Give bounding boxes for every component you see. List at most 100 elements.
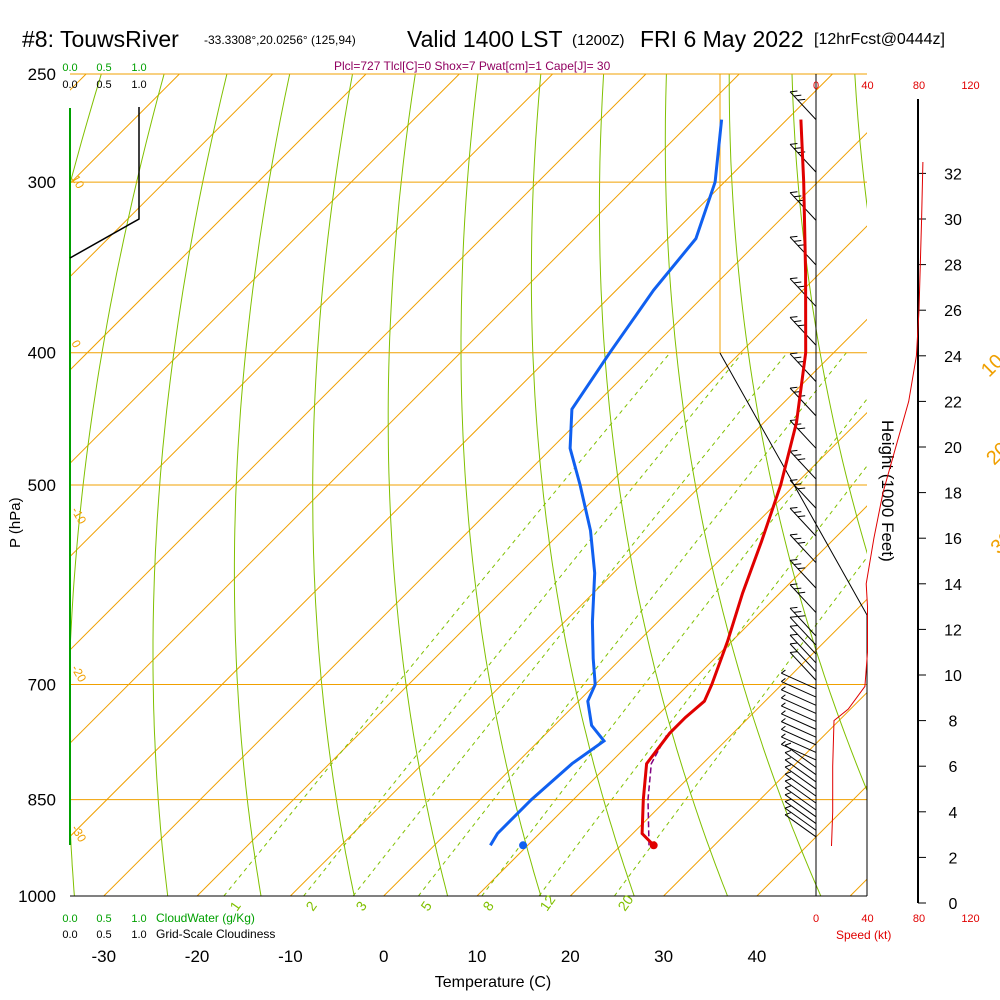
wind-barb-flag [790, 90, 798, 93]
height-tick-label: 4 [949, 805, 958, 822]
wind-barb-flag [784, 812, 792, 816]
cloudwater-top-tick: 0.5 [96, 62, 111, 74]
wind-barb [789, 634, 817, 664]
mixing-ratio-label: 8 [479, 898, 497, 914]
x-axis-title: Temperature (C) [435, 974, 551, 991]
cloudiness-bottom-tick: 0.5 [96, 929, 111, 941]
wind-barb-flag [784, 785, 792, 789]
cloudwater-top-tick: 1.0 [131, 62, 146, 74]
temperature-trace [640, 119, 808, 847]
wind-barb-flag [797, 567, 806, 570]
wind-barb-flag [793, 240, 802, 242]
height-tick-label: 2 [949, 850, 958, 867]
wind-barb-flag [790, 624, 798, 627]
indices-line: Plcl=727 Tlcl[C]=0 Shox=7 Pwat[cm]=1 Cap… [334, 59, 611, 73]
x-tick-label: 30 [654, 947, 673, 966]
x-tick-label: 0 [379, 947, 388, 966]
wind-barb-flag [790, 386, 798, 389]
wind-barb-flag [790, 143, 798, 145]
wind-barb [784, 752, 817, 776]
wind-barb-flag [790, 633, 798, 636]
wind-barb [789, 625, 817, 655]
cloudiness-top-tick: 0.0 [62, 79, 77, 91]
pressure-tick-label: 300 [28, 173, 56, 192]
wind-barb-flag [793, 94, 802, 97]
dry-adiabat-lines [70, 74, 867, 896]
wind-barb-flag [793, 356, 802, 359]
wind-barb-flag [781, 725, 786, 730]
cloudwater-top-tick: 0.0 [62, 62, 77, 74]
isotherm-label: 20 [982, 438, 1000, 469]
isotherm-line [70, 74, 274, 278]
wind-barb-flag [784, 771, 792, 775]
wind-barb [784, 766, 817, 790]
pressure-tick-label: 500 [28, 476, 56, 495]
wind-barb-flag [793, 537, 802, 540]
wind-barb-flag [784, 798, 792, 802]
wind-barb [781, 743, 817, 761]
profile-series [489, 119, 808, 850]
wind-barb-flag [797, 285, 806, 288]
wind-barb-flag [797, 324, 806, 327]
wind-barb [789, 652, 817, 681]
wind-barb [784, 759, 817, 783]
height-tick-label: 24 [944, 349, 962, 366]
speed-bottom-tick: 0 [813, 913, 819, 925]
cloudiness-top-tick: 1.0 [131, 79, 146, 91]
wind-barb [789, 616, 817, 646]
cloudwater-bottom-tick: 0.5 [96, 913, 111, 925]
wind-barb-flag [790, 316, 798, 318]
mixing-ratio-line [223, 352, 671, 896]
wind-barb-flag [790, 583, 798, 586]
isotherm-line [569, 598, 867, 896]
dry-adiabat-line [530, 74, 635, 896]
wind-barb-flag [790, 506, 798, 509]
dry-adiabat-line [70, 74, 165, 896]
dry-adiabat-line [387, 74, 449, 896]
wind-barb [781, 697, 817, 714]
wind-barb [789, 607, 817, 637]
cloudiness-top-tick: 0.5 [96, 79, 111, 91]
isotherm-line [476, 505, 867, 896]
dry-adiabat-line [598, 74, 728, 896]
wind-barb-flag [784, 778, 792, 782]
mixing-ratio-label: 3 [352, 898, 370, 914]
speed-top-tick: 0 [813, 80, 819, 92]
dry-adiabat-line [460, 74, 542, 896]
isotherm-label: 10 [977, 350, 1000, 381]
height-tick-label: 0 [949, 896, 958, 913]
isotherm-left-label: -20 [68, 663, 89, 685]
wind-barb-flag [781, 678, 786, 682]
speed-axis-label: Speed (kt) [836, 928, 891, 942]
height-tick-label: 26 [944, 303, 962, 320]
height-tick-label: 8 [949, 714, 958, 731]
x-tick-label: 10 [468, 947, 487, 966]
wind-barb-flag [781, 702, 786, 707]
wind-barb-flag [784, 742, 792, 746]
wind-barb [789, 450, 817, 480]
speed-top-tick: 40 [861, 80, 873, 92]
isotherm-line [70, 74, 367, 371]
isotherm-line [849, 878, 867, 896]
isotherm-left-label: 10 [68, 173, 87, 192]
mixing-ratio-label: 20 [614, 892, 636, 914]
isotherm-line [663, 691, 867, 896]
dewpoint-trace [489, 119, 724, 847]
wind-barb-flag [784, 805, 792, 809]
wind-barb-flag [790, 533, 798, 536]
dry-adiabat-line [152, 74, 228, 896]
wind-barb-flag [790, 352, 798, 355]
cloudwater-bottom-tick: 0.0 [62, 913, 77, 925]
surface-temperature-dot [649, 841, 658, 850]
x-tick-label: -10 [278, 947, 303, 966]
mixing-ratio-line [613, 556, 867, 896]
wind-speed-profile [831, 161, 924, 847]
wind-barb-flag [793, 320, 802, 323]
wind-barb [784, 773, 817, 797]
forecast-label: [12hrFcst@0444z] [814, 31, 945, 48]
wind-barb-flag [790, 559, 798, 561]
wind-barb-flag [790, 615, 798, 618]
height-tick-label: 12 [944, 622, 962, 639]
x-tick-label: -30 [92, 947, 117, 966]
